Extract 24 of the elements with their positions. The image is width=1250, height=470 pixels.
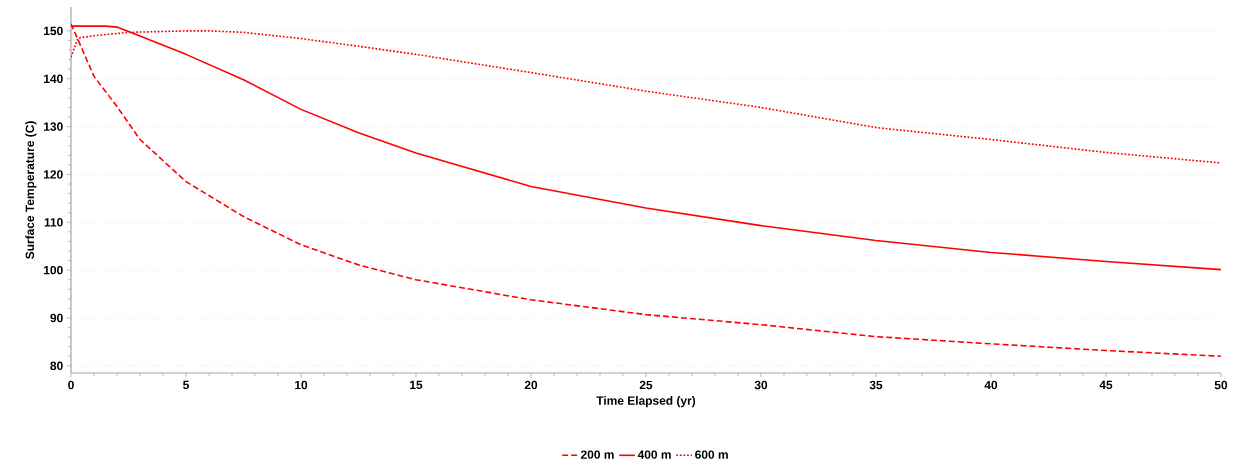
legend-label: 400 m <box>637 450 671 459</box>
y-tick-label: 130 <box>44 122 63 131</box>
y-tick-label: 80 <box>50 361 63 371</box>
legend-label: 600 m <box>695 450 728 459</box>
y-tick-label: 100 <box>44 265 63 275</box>
y-axis-title: Surface Temperature (C) <box>25 121 37 259</box>
x-axis-title: Time Elapsed (yr) <box>596 396 696 408</box>
x-tick-label: 15 <box>410 380 423 390</box>
x-tick-label: 20 <box>524 380 538 390</box>
x-tick-label: 25 <box>639 380 653 390</box>
y-tick-label: 120 <box>44 170 63 179</box>
x-tick-label: 10 <box>295 380 308 390</box>
y-tick-label: 150 <box>44 26 63 36</box>
legend-label: 200 m <box>580 450 614 459</box>
y-tick-label: 140 <box>44 74 63 83</box>
x-tick-label: 50 <box>1214 380 1228 390</box>
x-tick-label: 30 <box>754 380 768 390</box>
x-tick-label: 5 <box>183 380 189 390</box>
x-tick-label: 40 <box>984 380 998 390</box>
y-tick-label: 110 <box>44 218 63 227</box>
y-tick-label: 90 <box>50 313 63 323</box>
x-tick-label: 45 <box>1099 380 1113 390</box>
x-tick-label: 0 <box>68 380 74 390</box>
x-tick-label: 35 <box>869 380 883 390</box>
